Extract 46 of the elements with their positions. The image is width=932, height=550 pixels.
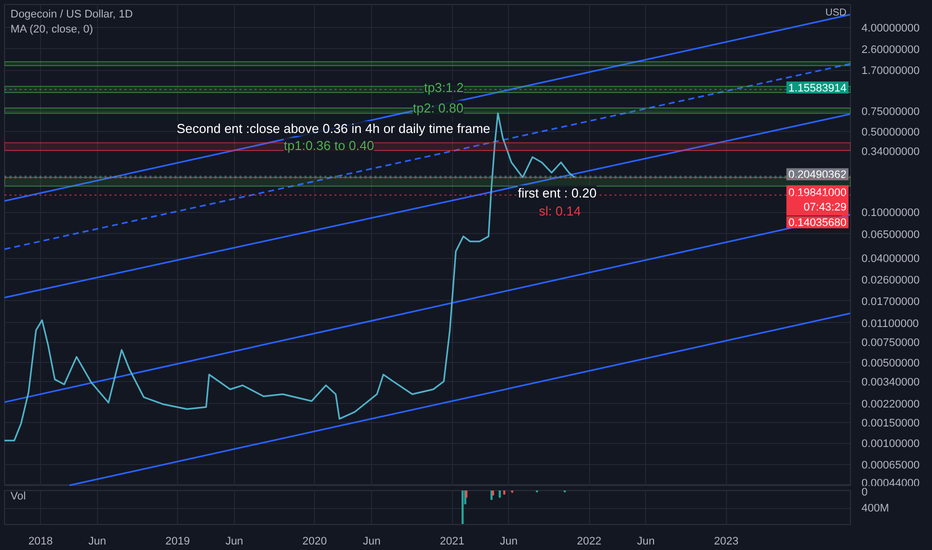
y-tick-label: 0.00500000 [862, 357, 920, 370]
y-tick-label: 2.60000000 [862, 44, 920, 56]
x-tick-label: 2020 [302, 536, 327, 548]
y-tick-label: 0.00340000 [862, 376, 920, 389]
y-tick-label: 4.00000000 [862, 22, 920, 34]
y-tick-label: 0.02600000 [862, 274, 920, 287]
x-tick-label: Jun [88, 536, 106, 548]
y-tick-label: 0.10000000 [862, 207, 920, 220]
x-tick-label: Jun [500, 536, 518, 548]
chart-title: Dogecoin / US Dollar, 1D [10, 8, 133, 20]
x-tick-label: 2019 [165, 536, 190, 548]
annotation: USD [825, 8, 847, 18]
y-tick-label: 0.00065000 [862, 460, 920, 472]
y-tick-label: 0 [862, 486, 868, 498]
y-tick-label: 400M [862, 502, 890, 514]
y-tick-label: 0.75000000 [862, 106, 920, 118]
x-tick-label: 2022 [576, 536, 602, 548]
text: MA (20, close, 0) [10, 24, 94, 36]
y-tick-label: 0.00100000 [862, 438, 920, 450]
y-tick-label: 0.00150000 [862, 418, 920, 430]
annotation: tp2: 0.80 [412, 100, 464, 116]
x-tick-label: Jun [636, 536, 655, 548]
y-tick-label: 0.34000000 [862, 146, 920, 158]
ref-line-label: 0.19841000 07:43:29 [788, 187, 847, 214]
annotation: tp1:0.36 to 0.40 [284, 138, 374, 153]
y-tick-label: 1.70000000 [862, 65, 920, 78]
chart-title: Vol [10, 490, 26, 502]
y-tick-label: 0.01100000 [862, 318, 919, 330]
annotation: first ent : 0.20 [518, 185, 597, 200]
y-tick-label: 0.00750000 [862, 337, 920, 350]
ref-line-label: 0.14035680 [788, 217, 847, 230]
y-tick-label: 0.50000000 [862, 126, 920, 139]
annotation: Second ent :close above 0.36 in 4h or daily time frame [176, 121, 490, 136]
x-tick-label: 2018 [28, 536, 53, 548]
y-tick-label: 0.06500000 [862, 228, 920, 241]
annotation: tp3:1.2 [424, 80, 464, 96]
x-tick-label: Jun [362, 536, 381, 548]
ref-line-label: 0.20490362 [788, 169, 847, 182]
y-tick-label: 0.04000000 [862, 253, 920, 266]
x-tick-label: 2023 [714, 536, 738, 548]
x-tick-label: Jun [225, 536, 244, 548]
ref-line-label: 1.15583914 [788, 82, 847, 94]
x-tick-label: 2021 [440, 536, 464, 548]
y-tick-label: 0.00220000 [862, 398, 920, 410]
annotation: sl: 0.14 [538, 203, 581, 218]
y-tick-label: 0.01700000 [862, 296, 920, 308]
